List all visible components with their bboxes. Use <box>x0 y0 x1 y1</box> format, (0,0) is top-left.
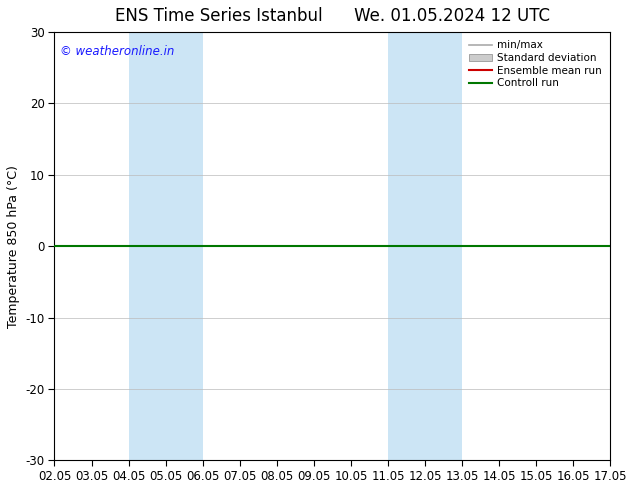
Bar <box>388 32 462 460</box>
Y-axis label: Temperature 850 hPa (°C): Temperature 850 hPa (°C) <box>7 165 20 328</box>
Text: © weatheronline.in: © weatheronline.in <box>60 45 174 58</box>
Bar <box>129 32 203 460</box>
Legend: min/max, Standard deviation, Ensemble mean run, Controll run: min/max, Standard deviation, Ensemble me… <box>466 37 605 91</box>
Title: ENS Time Series Istanbul      We. 01.05.2024 12 UTC: ENS Time Series Istanbul We. 01.05.2024 … <box>115 7 550 25</box>
